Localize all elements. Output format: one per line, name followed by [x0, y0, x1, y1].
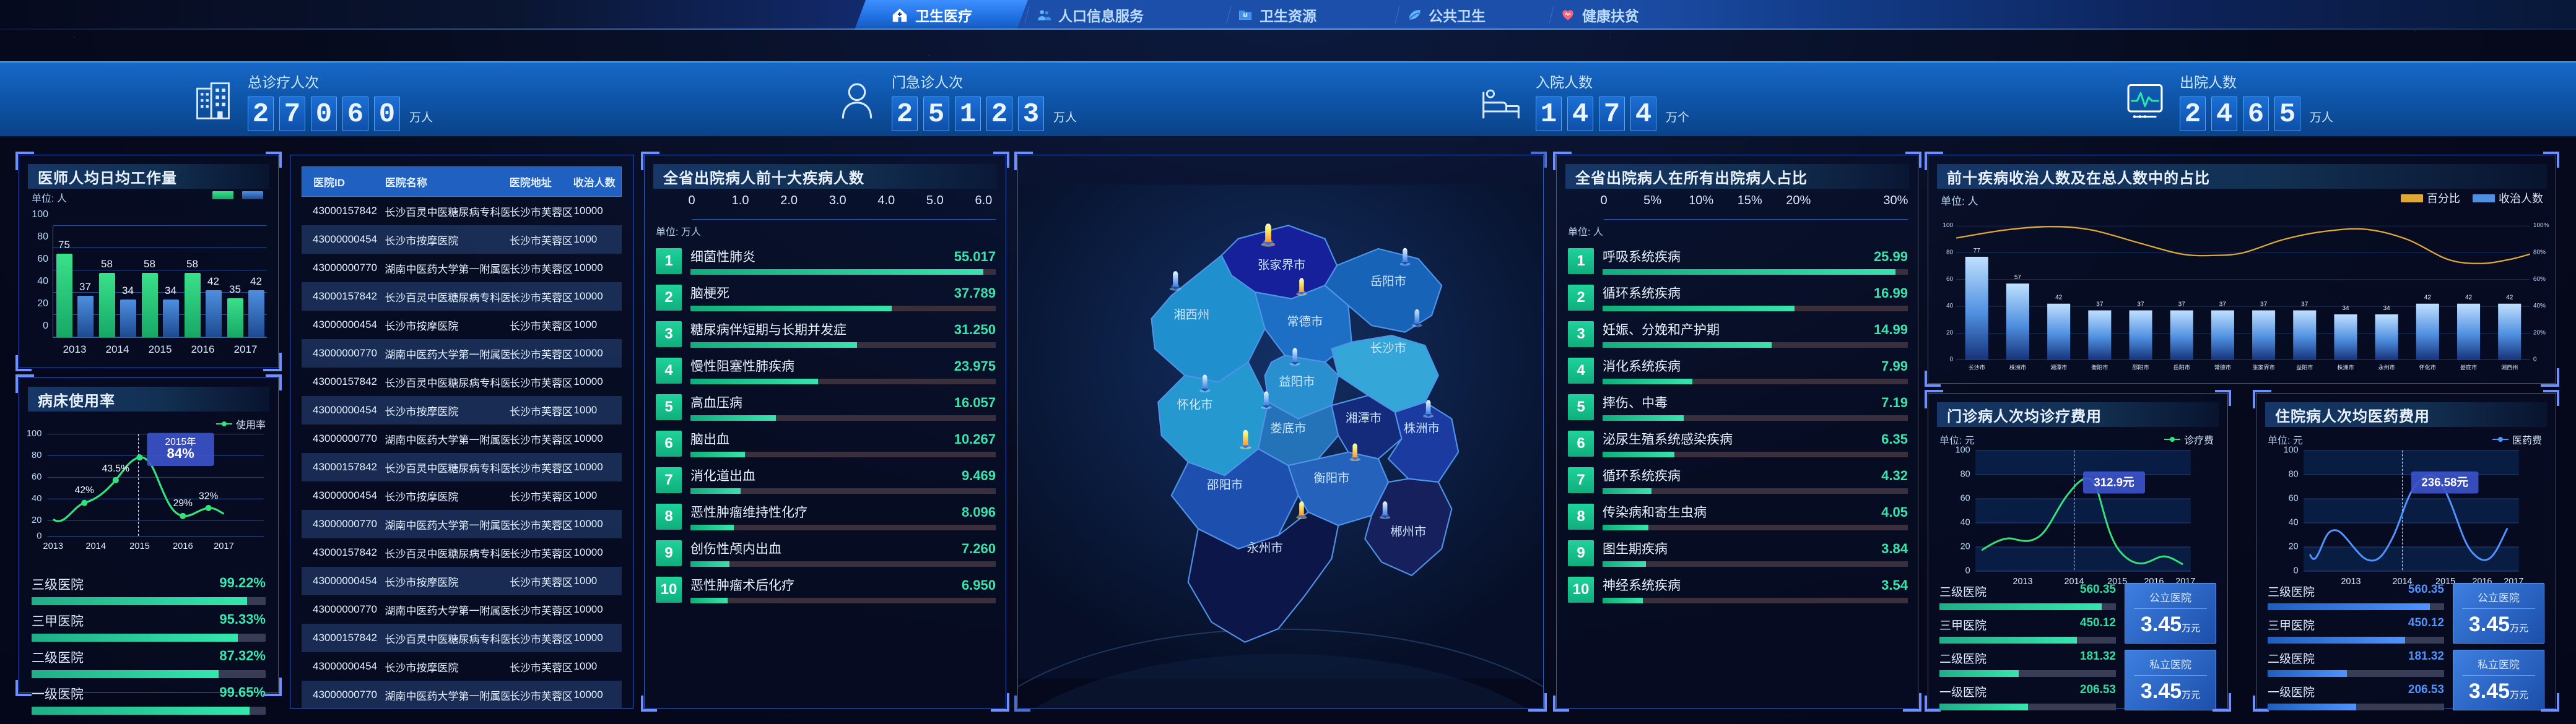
svg-text:80: 80 [2289, 469, 2299, 479]
svg-text:0: 0 [2533, 356, 2537, 363]
svg-text:常德市: 常德市 [2214, 364, 2231, 371]
svg-text:60: 60 [32, 472, 41, 482]
svg-text:77: 77 [1973, 248, 1981, 254]
svg-text:34: 34 [2342, 305, 2349, 312]
svg-text:37: 37 [2178, 301, 2186, 308]
svg-text:湘潭市: 湘潭市 [2050, 364, 2067, 371]
svg-text:益阳市: 益阳市 [1279, 375, 1315, 389]
svg-text:29%: 29% [173, 498, 193, 509]
svg-text:0: 0 [2294, 566, 2299, 575]
svg-text:衡阳市: 衡阳市 [1313, 472, 1349, 485]
svg-text:益阳市: 益阳市 [2296, 364, 2313, 371]
svg-text:37: 37 [2137, 301, 2144, 308]
svg-text:永州市: 永州市 [1247, 541, 1283, 555]
svg-text:娄底市: 娄底市 [2460, 364, 2477, 371]
svg-text:80: 80 [32, 450, 41, 460]
svg-text:80: 80 [1960, 469, 1970, 479]
svg-text:100: 100 [1943, 222, 1953, 229]
svg-text:100: 100 [27, 429, 42, 439]
svg-text:2016: 2016 [173, 541, 193, 551]
svg-text:怀化市: 怀化市 [1177, 399, 1212, 412]
svg-text:40: 40 [1946, 303, 1954, 309]
svg-text:长沙市: 长沙市 [1370, 342, 1406, 355]
svg-text:株洲市: 株洲市 [2337, 364, 2354, 371]
svg-text:邵阳市: 邵阳市 [2132, 364, 2149, 371]
svg-text:60: 60 [1960, 493, 1970, 503]
svg-text:100: 100 [2284, 445, 2299, 455]
svg-text:60: 60 [2289, 493, 2299, 503]
svg-text:2015: 2015 [129, 541, 150, 551]
svg-text:312.9元: 312.9元 [2094, 476, 2134, 489]
svg-text:42: 42 [2465, 295, 2473, 301]
svg-text:60%: 60% [2533, 276, 2546, 283]
svg-text:37: 37 [2219, 301, 2227, 308]
svg-text:长沙市: 长沙市 [1969, 364, 1985, 371]
svg-text:永州市: 永州市 [2378, 364, 2395, 371]
svg-text:20%: 20% [2533, 329, 2546, 336]
svg-text:20: 20 [1946, 329, 1954, 336]
svg-text:32%: 32% [199, 491, 218, 501]
svg-text:236.58元: 236.58元 [2421, 476, 2468, 489]
svg-text:40: 40 [1960, 517, 1970, 527]
svg-text:20: 20 [1960, 541, 1970, 551]
svg-text:80: 80 [1946, 249, 1954, 256]
svg-text:2014: 2014 [85, 541, 106, 551]
svg-text:湘西州: 湘西州 [2501, 364, 2518, 371]
svg-text:湘西州: 湘西州 [1173, 308, 1209, 322]
svg-text:34: 34 [2383, 305, 2391, 312]
svg-text:张家界市: 张家界市 [2252, 364, 2274, 371]
svg-text:40: 40 [32, 494, 41, 504]
svg-text:42%: 42% [75, 485, 94, 496]
svg-text:37: 37 [2260, 301, 2268, 308]
svg-text:20: 20 [2289, 541, 2299, 551]
svg-text:常德市: 常德市 [1287, 315, 1323, 329]
svg-text:100: 100 [1956, 445, 1970, 455]
svg-text:张家界市: 张家界市 [1258, 258, 1306, 272]
svg-text:娄底市: 娄底市 [1270, 421, 1306, 435]
svg-text:岳阳市: 岳阳市 [2174, 364, 2190, 371]
svg-text:怀化市: 怀化市 [2419, 364, 2436, 371]
svg-text:42: 42 [2424, 295, 2432, 301]
svg-text:57: 57 [2014, 274, 2022, 281]
svg-text:40: 40 [2289, 517, 2299, 527]
svg-text:株洲市: 株洲市 [1404, 421, 1440, 435]
svg-text:80%: 80% [2533, 249, 2546, 256]
svg-text:0: 0 [37, 532, 41, 541]
svg-text:株洲市: 株洲市 [2009, 364, 2026, 371]
svg-text:100%: 100% [2533, 222, 2549, 229]
svg-text:0: 0 [1965, 566, 1970, 575]
svg-text:2013: 2013 [43, 541, 63, 551]
svg-text:42: 42 [2506, 295, 2513, 301]
svg-text:2017: 2017 [214, 541, 234, 551]
svg-text:37: 37 [2096, 301, 2104, 308]
svg-text:0: 0 [1950, 356, 1954, 363]
svg-text:60: 60 [1946, 276, 1954, 283]
svg-text:湘潭市: 湘潭市 [1346, 412, 1382, 425]
svg-text:岳阳市: 岳阳市 [1370, 275, 1406, 288]
svg-text:衡阳市: 衡阳市 [2091, 364, 2108, 371]
svg-text:42: 42 [2055, 295, 2063, 301]
svg-text:邵阳市: 邵阳市 [1207, 478, 1243, 492]
svg-text:43.5%: 43.5% [102, 463, 129, 474]
svg-text:20: 20 [32, 515, 41, 525]
svg-text:40%: 40% [2533, 303, 2546, 309]
svg-text:84%: 84% [167, 446, 195, 461]
svg-text:郴州市: 郴州市 [1390, 525, 1426, 538]
svg-text:37: 37 [2301, 301, 2308, 308]
